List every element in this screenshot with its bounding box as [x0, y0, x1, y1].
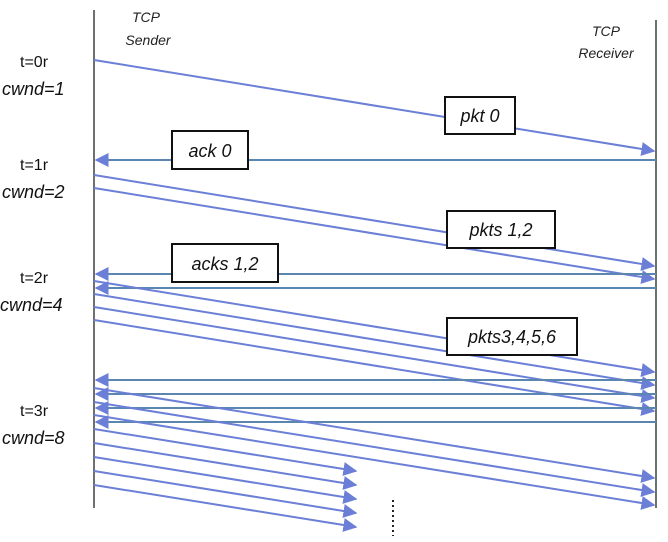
- round-time-3: t=3r: [20, 403, 49, 420]
- packet-arrow: [93, 59, 656, 156]
- round-cwnd-1: cwnd=2: [2, 182, 65, 202]
- packet-arrow: [93, 187, 656, 284]
- sender-label-line1: TCP: [132, 9, 161, 25]
- sender-label-line2: Sender: [125, 32, 171, 48]
- packet-arrow: [93, 401, 656, 497]
- round-cwnd-0: cwnd=1: [2, 79, 65, 99]
- packet-arrow: [93, 428, 358, 476]
- receiver-label-line2: Receiver: [578, 45, 635, 61]
- box-text-acks12: acks 1,2: [191, 254, 258, 274]
- box-text-pkts12: pkts 1,2: [468, 220, 532, 240]
- label-box-ack0: ack 0: [171, 130, 249, 170]
- round-time-0: t=0r: [20, 54, 49, 71]
- round-cwnd-2: cwnd=4: [0, 295, 63, 315]
- packet-arrow: [93, 442, 358, 490]
- box-text-pkts3456: pkts3,4,5,6: [467, 327, 557, 347]
- packet-arrow: [93, 280, 656, 377]
- box-text-pkt0: pkt 0: [459, 106, 499, 126]
- packet-arrow: [93, 319, 656, 416]
- packet-arrow: [93, 484, 358, 532]
- label-box-pkts12: pkts 1,2: [446, 210, 556, 249]
- label-box-acks12: acks 1,2: [171, 243, 279, 283]
- packet-arrow: [93, 293, 656, 390]
- label-box-pkt0: pkt 0: [444, 96, 516, 135]
- round-cwnd-3: cwnd=8: [2, 428, 65, 448]
- packet-arrow: [93, 174, 656, 271]
- packet-arrow: [93, 456, 358, 504]
- box-text-ack0: ack 0: [188, 141, 231, 161]
- packet-arrow: [93, 414, 656, 510]
- packet-arrow: [93, 387, 656, 483]
- label-box-pkts3456: pkts3,4,5,6: [446, 317, 578, 356]
- round-time-1: t=1r: [20, 157, 49, 174]
- packet-arrow: [93, 306, 656, 403]
- packet-arrow: [93, 470, 358, 518]
- receiver-label-line1: TCP: [592, 23, 621, 39]
- round-time-2: t=2r: [20, 270, 49, 287]
